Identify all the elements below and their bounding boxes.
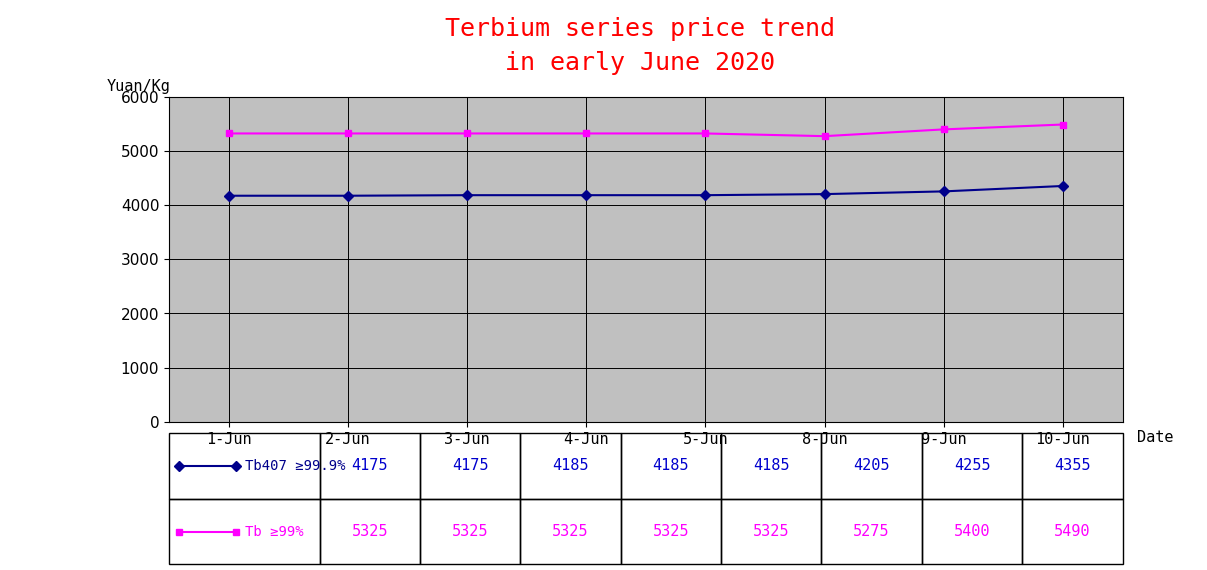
Bar <box>169 499 320 564</box>
Text: 5400: 5400 <box>954 524 990 539</box>
Bar <box>520 433 620 499</box>
Text: Terbium series price trend
in early June 2020: Terbium series price trend in early June… <box>444 17 835 75</box>
Text: Yuan/Kg: Yuan/Kg <box>107 79 171 93</box>
Text: 5325: 5325 <box>553 524 589 539</box>
Text: 5325: 5325 <box>351 524 387 539</box>
Text: 4185: 4185 <box>753 458 789 474</box>
Tb ≥99% <box>817 133 832 140</box>
Tb407 ≥99.9% <box>937 188 951 195</box>
Text: 4355: 4355 <box>1054 458 1091 474</box>
Text: 5325: 5325 <box>451 524 489 539</box>
Bar <box>922 499 1022 564</box>
Tb ≥99% <box>221 130 235 137</box>
Bar <box>320 433 420 499</box>
Text: Tb407 ≥99.9%: Tb407 ≥99.9% <box>245 459 345 473</box>
Bar <box>721 499 822 564</box>
Text: 4185: 4185 <box>653 458 689 474</box>
Text: 4185: 4185 <box>553 458 589 474</box>
Text: 4175: 4175 <box>451 458 489 474</box>
Line: Tb ≥99%: Tb ≥99% <box>225 121 1067 140</box>
Bar <box>320 499 420 564</box>
Tb ≥99% <box>340 130 355 137</box>
Tb407 ≥99.9% <box>698 192 712 198</box>
Text: 5275: 5275 <box>853 524 890 539</box>
Bar <box>822 433 922 499</box>
Tb407 ≥99.9% <box>340 192 355 199</box>
Bar <box>520 499 620 564</box>
Bar <box>1022 499 1123 564</box>
Bar <box>420 499 520 564</box>
Bar <box>169 433 320 499</box>
Tb407 ≥99.9% <box>579 192 594 198</box>
Tb407 ≥99.9% <box>817 191 832 198</box>
Text: 5325: 5325 <box>653 524 689 539</box>
Bar <box>922 433 1022 499</box>
Tb407 ≥99.9% <box>221 192 235 199</box>
Tb ≥99% <box>460 130 474 137</box>
Tb407 ≥99.9% <box>460 192 474 198</box>
Bar <box>420 433 520 499</box>
Tb ≥99% <box>937 126 951 133</box>
Text: 4175: 4175 <box>351 458 387 474</box>
Tb407 ≥99.9% <box>1056 182 1071 189</box>
Bar <box>620 433 721 499</box>
Bar <box>822 499 922 564</box>
Text: Tb ≥99%: Tb ≥99% <box>245 524 304 539</box>
Text: 5325: 5325 <box>753 524 789 539</box>
Bar <box>721 433 822 499</box>
Bar <box>1022 433 1123 499</box>
Tb ≥99% <box>579 130 594 137</box>
Tb ≥99% <box>1056 121 1071 128</box>
Text: 4205: 4205 <box>853 458 890 474</box>
Tb ≥99% <box>698 130 712 137</box>
Bar <box>620 499 721 564</box>
Text: 4255: 4255 <box>954 458 990 474</box>
Text: Date: Date <box>1137 430 1173 445</box>
Text: 5490: 5490 <box>1054 524 1091 539</box>
Line: Tb407 ≥99.9%: Tb407 ≥99.9% <box>225 182 1067 199</box>
